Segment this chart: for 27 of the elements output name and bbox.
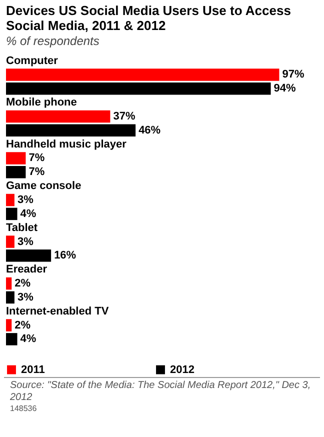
y-tick-label: Computer: [6, 54, 59, 67]
data-label: 94%: [274, 82, 296, 95]
text: 148536: [10, 404, 38, 413]
data-label: 4%: [20, 333, 36, 346]
chart-title: Devices US Social Media Users Use to Access Social Media, 2011 & 2012: [5, 2, 292, 33]
data-label: 46%: [138, 124, 161, 136]
data-label: 2%: [14, 278, 31, 290]
y-tick-label: Internet-enabled TV: [6, 305, 110, 318]
y-tick-label: Handheld music player: [6, 138, 128, 150]
data-label: 7%: [28, 152, 45, 164]
y-tick-label: Tablet: [6, 222, 38, 234]
data-label: 7%: [28, 166, 45, 178]
legend-label: 2011: [21, 364, 45, 376]
y-tick-label: Ereader: [6, 264, 48, 276]
data-label: 4%: [20, 208, 36, 220]
data-label: 3%: [17, 236, 34, 248]
data-label: 3%: [17, 194, 34, 206]
data-label: 2%: [14, 319, 31, 332]
chart-subtitle: % of respondents: [5, 33, 100, 50]
data-label: 97%: [282, 68, 304, 81]
y-tick-label: Game console: [6, 180, 82, 192]
y-tick-label: Mobile phone: [6, 96, 77, 109]
data-label: 3%: [17, 291, 34, 304]
data-label: 16%: [54, 250, 76, 262]
data-label: 37%: [113, 110, 136, 122]
source-note: Source: "State of the Media: The Social Media Report 2012," Dec 3, 2012: [10, 379, 312, 404]
legend-label: 2012: [170, 364, 194, 376]
